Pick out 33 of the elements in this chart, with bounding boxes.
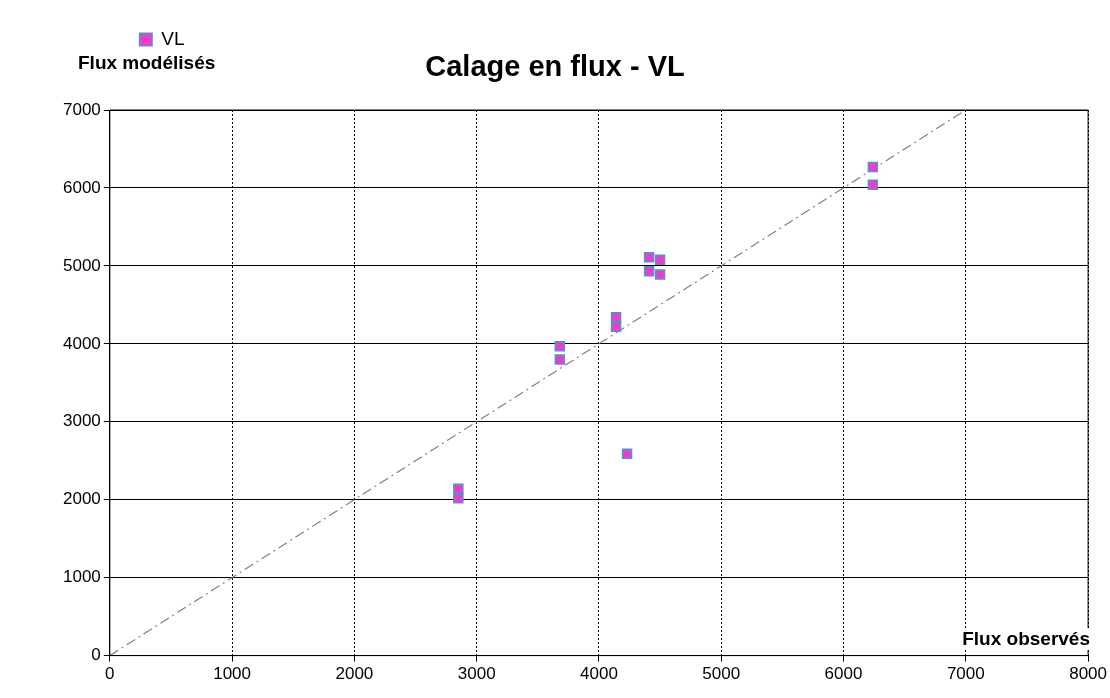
x-tick-label: 7000 [946,664,985,684]
x-tick-label: 8000 [1069,664,1107,684]
point [654,269,666,280]
point [554,340,566,352]
point [643,266,655,277]
legend-label: VL [161,27,185,49]
point [453,483,464,495]
x-tick-label: 2000 [335,664,374,684]
point [867,161,879,173]
x-tick-label: 1000 [213,664,252,684]
point [554,354,566,365]
x-tick-label: 0 [105,664,115,684]
y-tick-label: 1000 [62,567,101,587]
point [654,254,666,265]
x-tick-label: 3000 [457,664,496,684]
point [453,492,464,504]
point [643,252,655,263]
x-tick-label: 6000 [824,664,863,684]
x-tick-label: 4000 [580,664,618,684]
point [621,448,633,459]
chart-title: Calage en flux - VL [425,50,685,82]
x-tick-label: 5000 [702,664,741,684]
point [867,179,879,191]
y-axis-title: Flux modélisés [78,52,216,74]
y-tick-label: 7000 [62,99,101,119]
point [610,321,622,332]
y-tick-label: 3000 [62,411,101,431]
y-tick-label: 5000 [62,255,101,275]
y-tick-label: 4000 [62,333,101,353]
y-tick-label: 2000 [62,489,101,509]
x-axis-title: Flux observés [962,628,1090,650]
y-tick-label: 0 [91,645,101,665]
y-tick-label: 6000 [62,177,101,197]
